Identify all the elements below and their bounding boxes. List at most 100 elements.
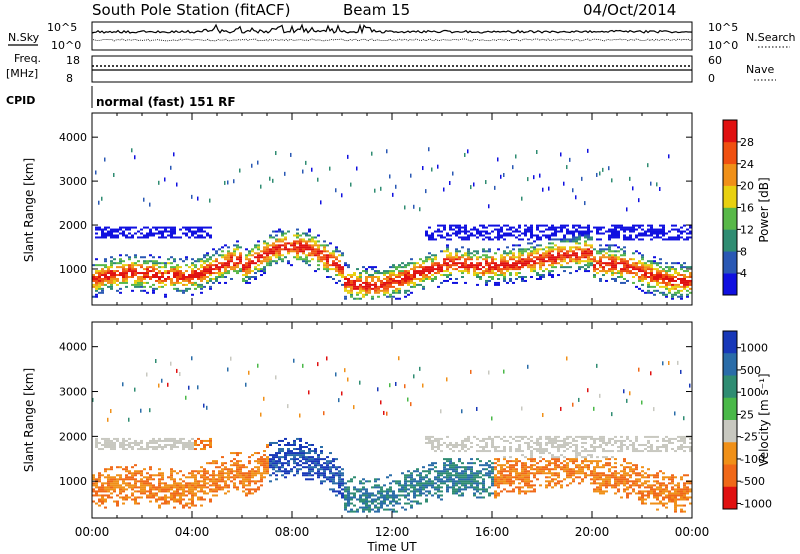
echo-cell — [527, 476, 530, 479]
echo-cell — [638, 277, 641, 280]
echo-cell — [431, 480, 434, 483]
echo-cell — [104, 439, 107, 442]
echo-cell — [626, 272, 629, 275]
echo-cell — [641, 234, 644, 237]
echo-cell — [500, 474, 503, 477]
echo-cell — [107, 232, 110, 235]
echo-cell — [683, 277, 686, 280]
echo-cell — [179, 484, 182, 487]
echo-cell — [638, 276, 641, 279]
echo-cell — [509, 258, 512, 261]
echo-cell — [560, 238, 563, 241]
echo-cell — [170, 228, 173, 231]
echo-cell — [476, 228, 479, 231]
echo-cell — [203, 470, 206, 473]
echo-cell — [248, 462, 251, 465]
echo-cell — [482, 270, 485, 273]
echo-cell — [398, 484, 401, 487]
echo-cell — [473, 234, 476, 237]
echo-cell — [557, 480, 560, 483]
echo-cell — [644, 234, 647, 237]
echo-cell — [425, 266, 428, 269]
echo-cell — [329, 242, 332, 245]
echo-cell — [482, 224, 485, 227]
echo-cell — [506, 466, 509, 469]
echo-cell — [329, 468, 332, 471]
echo-cell — [308, 456, 311, 459]
echo-cell — [515, 464, 518, 467]
power-colorbar-tick: 20 — [740, 180, 754, 193]
echo-cell — [515, 435, 518, 438]
echo-cell — [473, 182, 475, 187]
echo-cell — [410, 279, 413, 282]
echo-cell — [464, 254, 467, 257]
echo-cell — [641, 279, 644, 282]
echo-cell — [578, 464, 581, 467]
echo-cell — [656, 289, 659, 292]
echo-cell — [200, 270, 203, 273]
echo-cell — [407, 498, 410, 501]
echo-cell — [608, 478, 611, 481]
echo-cell — [518, 460, 521, 463]
echo-cell — [413, 268, 416, 271]
echo-cell — [473, 250, 476, 253]
echo-cell — [281, 258, 284, 261]
echo-cell — [587, 266, 590, 269]
echo-cell — [158, 277, 161, 280]
echo-cell — [365, 289, 368, 292]
echo-cell — [398, 281, 401, 284]
echo-cell — [155, 274, 158, 277]
echo-cell — [479, 470, 482, 473]
echo-cell — [185, 476, 188, 479]
echo-cell — [326, 254, 329, 257]
echo-cell — [149, 474, 152, 477]
echo-cell — [236, 264, 239, 267]
echo-cell — [95, 232, 98, 235]
echo-cell — [386, 287, 389, 290]
echo-cell — [209, 484, 212, 487]
echo-cell — [605, 476, 608, 479]
echo-cell — [476, 443, 479, 446]
echo-cell — [269, 466, 272, 469]
echo-cell — [392, 274, 395, 277]
echo-cell — [665, 238, 668, 241]
echo-cell — [302, 474, 305, 477]
echo-cell — [128, 441, 131, 444]
echo-cell — [434, 446, 437, 449]
echo-cell — [515, 244, 518, 247]
echo-cell — [623, 266, 626, 269]
echo-cell — [188, 385, 190, 390]
echo-cell — [281, 462, 284, 465]
echo-cell — [395, 281, 398, 284]
echo-cell — [470, 474, 473, 477]
echo-cell — [623, 226, 626, 229]
echo-cell — [572, 246, 575, 249]
echo-cell — [611, 266, 614, 269]
echo-cell — [503, 264, 506, 267]
echo-cell — [578, 452, 581, 455]
echo-cell — [410, 402, 412, 407]
echo-cell — [380, 490, 383, 493]
echo-cell — [548, 252, 551, 255]
echo-cell — [392, 500, 395, 503]
echo-cell — [491, 224, 494, 227]
echo-cell — [467, 236, 470, 239]
echo-cell — [296, 468, 299, 471]
echo-cell — [320, 468, 323, 471]
echo-cell — [233, 476, 236, 479]
echo-cell — [194, 276, 197, 279]
echo-cell — [401, 277, 404, 280]
echo-cell — [128, 482, 131, 485]
echo-cell — [401, 283, 404, 286]
echo-cell — [143, 492, 146, 495]
echo-cell — [347, 291, 350, 294]
echo-cell — [146, 226, 149, 229]
echo-cell — [410, 474, 413, 477]
echo-cell — [320, 472, 323, 475]
echo-cell — [446, 276, 449, 279]
echo-cell — [476, 490, 479, 493]
echo-cell — [632, 264, 635, 267]
y-tick-label: 2000 — [59, 219, 87, 232]
echo-cell — [191, 470, 194, 473]
echo-cell — [125, 478, 128, 481]
